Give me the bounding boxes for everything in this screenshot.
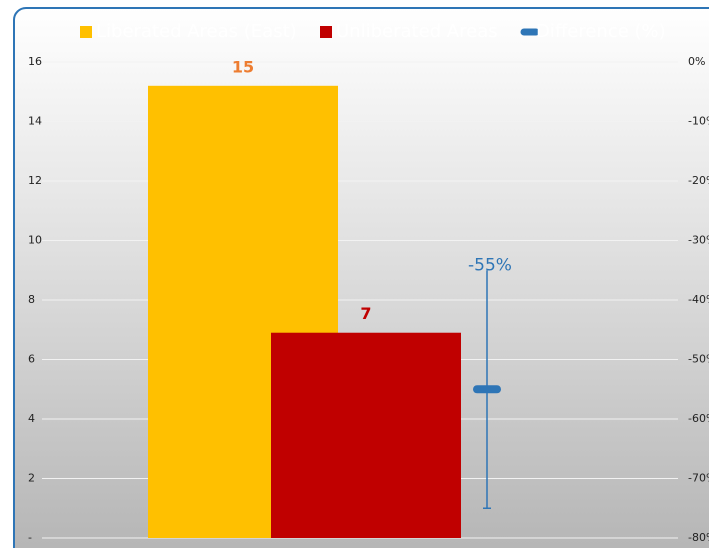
data-label: -55% <box>468 255 512 275</box>
y-tick-label: 14 <box>28 115 42 128</box>
legend-swatch <box>320 26 332 38</box>
y2-tick-label: -10% <box>688 115 709 128</box>
y-tick-label: 6 <box>28 353 35 366</box>
legend-label: Unliberated Areas <box>336 21 498 42</box>
legend-label: Liberated Areas (East) <box>96 21 297 42</box>
data-label: 15 <box>232 57 254 76</box>
y-tick-label: 2 <box>28 472 35 485</box>
y-tick-label: 12 <box>28 174 42 187</box>
y-tick-label: - <box>28 531 32 544</box>
legend-label: Difference (%) <box>536 21 666 42</box>
y-tick-label: 4 <box>28 412 35 425</box>
y-tick-label: 16 <box>28 55 42 68</box>
y2-tick-label: 0% <box>688 55 705 68</box>
y2-tick-label: -70% <box>688 472 709 485</box>
bar <box>271 332 461 538</box>
legend: Liberated Areas (East) Unliberated Areas D… <box>80 21 666 42</box>
y2-tick-label: -30% <box>688 234 709 247</box>
y2-tick-label: -50% <box>688 353 709 366</box>
y2-tick-label: -20% <box>688 174 709 187</box>
y2-tick-label: -40% <box>688 293 709 306</box>
data-label: 7 <box>360 304 371 323</box>
legend-swatch <box>80 26 92 38</box>
y-tick-label: 8 <box>28 293 35 306</box>
y-tick-label: 10 <box>28 234 42 247</box>
y2-tick-label: -80% <box>688 531 709 544</box>
y2-tick-label: -60% <box>688 412 709 425</box>
